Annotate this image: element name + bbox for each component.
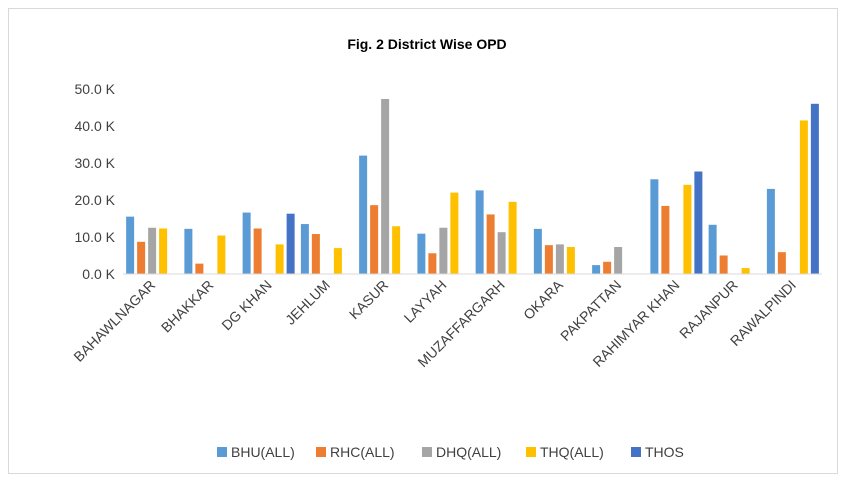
legend-swatch [422, 447, 432, 457]
legend-label: BHU(ALL) [231, 444, 295, 460]
bar [555, 244, 564, 274]
bar [184, 228, 193, 274]
bar [508, 201, 517, 274]
bar [450, 192, 459, 274]
bar [777, 252, 786, 274]
bar [217, 235, 226, 274]
bar [766, 188, 775, 274]
bar [533, 228, 542, 274]
bar [741, 268, 750, 274]
bar [359, 155, 368, 274]
bar [253, 228, 262, 274]
bar [417, 233, 426, 274]
y-tick-label: 20.0 K [75, 192, 116, 208]
bar [486, 214, 495, 274]
y-tick-label: 50.0 K [75, 81, 116, 97]
bar [603, 261, 612, 274]
bar [661, 205, 670, 274]
y-tick-label: 0.0 K [82, 266, 115, 282]
bar [799, 120, 808, 274]
bar [286, 213, 295, 274]
bar [694, 171, 703, 274]
y-tick-label: 40.0 K [75, 118, 116, 134]
legend-label: THOS [645, 444, 684, 460]
y-tick-label: 30.0 K [75, 155, 116, 171]
bar [275, 244, 284, 274]
bar [810, 103, 819, 274]
bar [195, 263, 204, 274]
bar [650, 179, 659, 274]
bar [566, 246, 575, 274]
bar [126, 216, 135, 274]
legend-swatch [526, 447, 536, 457]
legend-swatch [316, 447, 326, 457]
bar [242, 212, 251, 274]
bar [300, 224, 309, 274]
bar [392, 226, 401, 274]
y-tick-label: 10.0 K [75, 229, 116, 245]
bar [439, 227, 448, 274]
bar [148, 227, 157, 274]
bar [311, 234, 320, 274]
bar [683, 184, 692, 274]
bar [159, 228, 168, 274]
bar [497, 232, 506, 274]
legend-swatch [631, 447, 641, 457]
bar [544, 245, 553, 274]
bar [137, 241, 146, 274]
bar [428, 253, 437, 274]
legend-label: RHC(ALL) [330, 444, 395, 460]
bar [381, 98, 390, 275]
legend-label: DHQ(ALL) [436, 444, 501, 460]
legend-swatch [217, 447, 227, 457]
bar [614, 246, 623, 274]
chart-title: Fig. 2 District Wise OPD [347, 36, 506, 52]
legend-label: THQ(ALL) [540, 444, 604, 460]
bar [708, 224, 717, 274]
bar [719, 255, 728, 274]
bar [475, 190, 484, 274]
bar [370, 205, 379, 274]
bar [592, 265, 601, 274]
bar [333, 248, 342, 274]
